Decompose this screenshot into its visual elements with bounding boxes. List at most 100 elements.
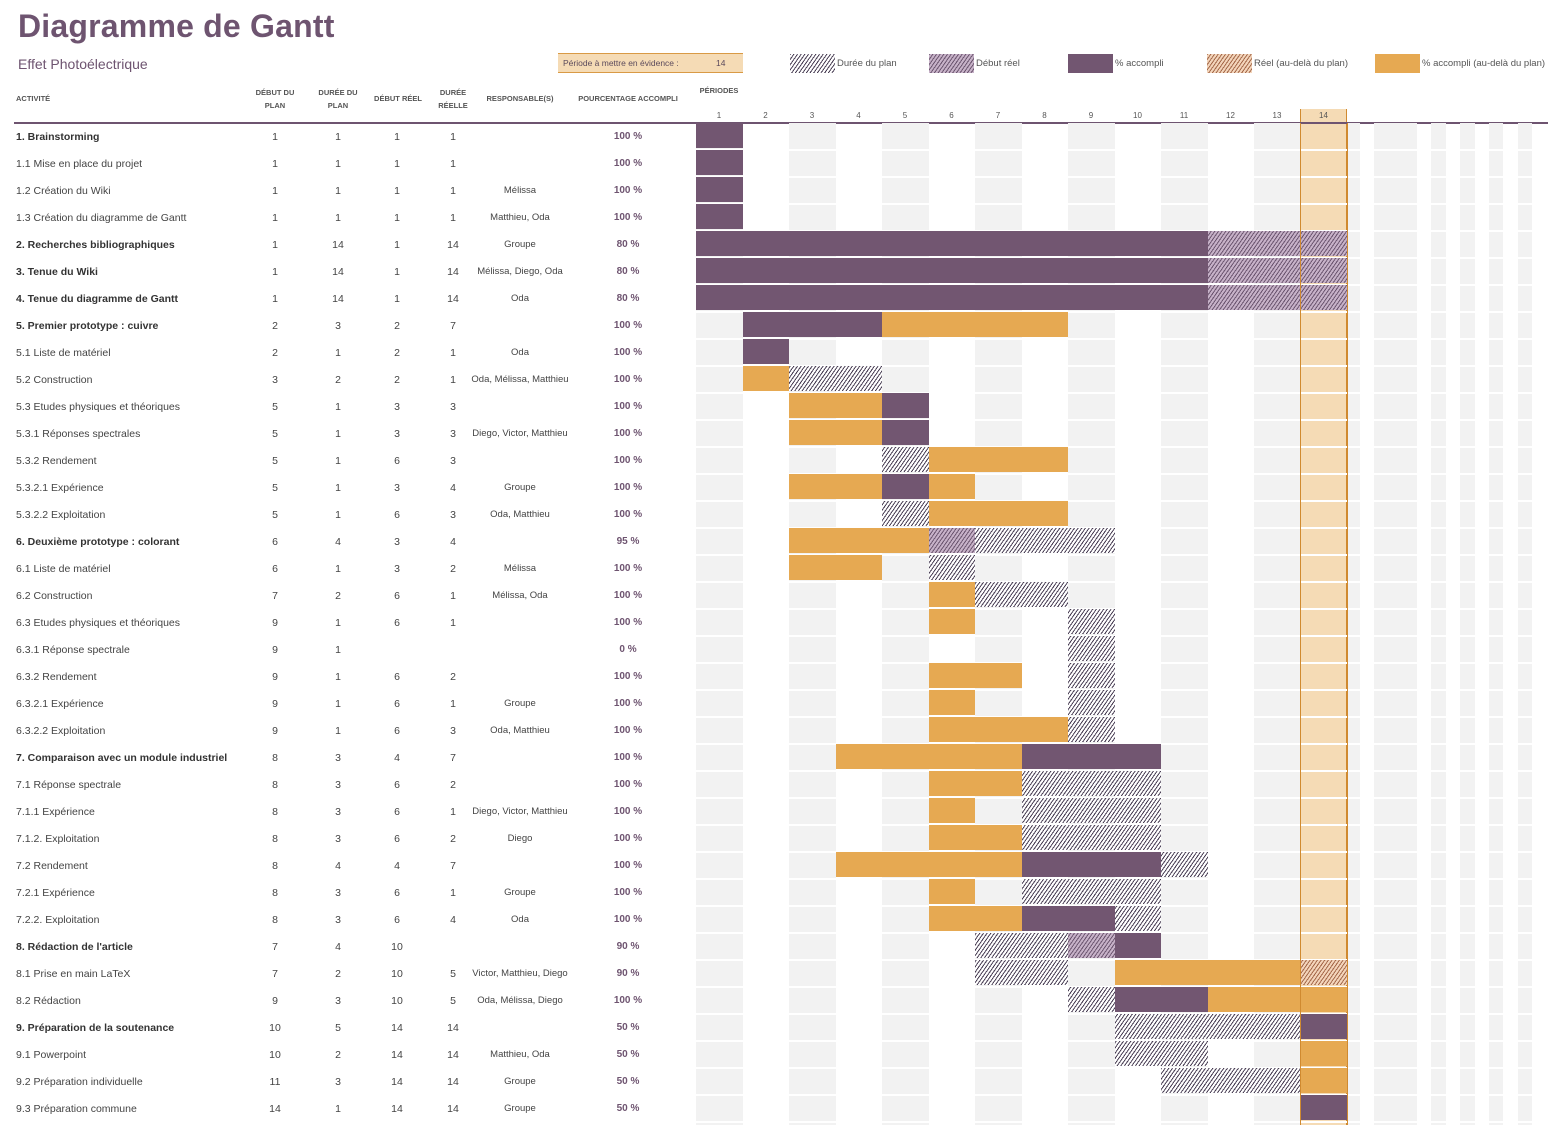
table-row[interactable]: 8.1 Prise en main LaTeX 7 2 10 5 Victor, Matt… — [0, 960, 690, 987]
table-row[interactable]: 8. Rédaction de l'article 7 4 10 90 % — [0, 933, 690, 960]
table-row[interactable]: 1.1 Mise en place du projet 1 1 1 1 100 % — [0, 150, 690, 177]
real-start: 1 — [394, 238, 400, 251]
plan-start: 10 — [269, 1048, 281, 1061]
table-row[interactable]: 1.2 Création du Wiki 1 1 1 1 Mélissa 100 % — [0, 177, 690, 204]
table-row[interactable]: 6.1 Liste de matériel 6 1 3 2 Mélissa 100 % — [0, 555, 690, 582]
row-separator — [696, 1121, 1548, 1123]
table-row[interactable]: 6.3 Etudes physiques et théoriques 9 1 6 1 10… — [0, 609, 690, 636]
gantt-bar-beyond — [789, 420, 882, 445]
plan-start: 2 — [272, 346, 278, 359]
gantt-bar-plan — [975, 528, 1115, 553]
plan-start: 5 — [272, 400, 278, 413]
responsible: Diego, Victor, Matthieu — [472, 427, 568, 439]
table-row[interactable]: 8.2 Rédaction 9 3 10 5 Oda, Mélissa, Diego 100… — [0, 987, 690, 1014]
gantt-bar-plan — [1068, 636, 1115, 661]
table-row[interactable]: 7.1 Réponse spectrale 8 3 6 2 100 % — [0, 771, 690, 798]
table-row[interactable]: 5. Premier prototype : cuivre 2 3 2 7 100 % — [0, 312, 690, 339]
table-row[interactable]: 5.3.2 Rendement 5 1 6 3 100 % — [0, 447, 690, 474]
plan-duration: 3 — [335, 994, 341, 1007]
plan-duration: 1 — [335, 508, 341, 521]
percent-complete: 100 % — [613, 779, 643, 790]
activity-name: 9.1 Powerpoint — [16, 1048, 87, 1061]
real-duration: 3 — [450, 508, 456, 521]
table-row[interactable]: 9.2 Préparation individuelle 11 3 14 14 Group… — [0, 1068, 690, 1095]
table-row[interactable]: 7.2 Rendement 8 4 4 7 100 % — [0, 852, 690, 879]
table-row[interactable]: 6.3.2.1 Expérience 9 1 6 1 Groupe 100 % — [0, 690, 690, 717]
table-row[interactable]: 7.1.2. Exploitation 8 3 6 2 Diego 100 % — [0, 825, 690, 852]
percent-complete: 100 % — [613, 428, 643, 439]
plan-start: 8 — [272, 913, 278, 926]
real-start: 1 — [394, 292, 400, 305]
table-row[interactable]: 6. Deuxième prototype : colorant 6 4 3 4 95 % — [0, 528, 690, 555]
period-label: 6 — [949, 111, 954, 120]
table-row[interactable]: 9.1 Powerpoint 10 2 14 14 Matthieu, Oda 50 % — [0, 1041, 690, 1068]
real-start: 1 — [394, 157, 400, 170]
plan-duration: 1 — [335, 481, 341, 494]
activity-name: 6.2 Construction — [16, 589, 93, 602]
responsible: Oda, Matthieu — [490, 508, 550, 520]
percent-complete: 100 % — [613, 563, 643, 574]
activity-name: 9.2 Préparation individuelle — [16, 1075, 143, 1088]
table-row[interactable]: 2. Recherches bibliographiques 1 14 1 14 Grou… — [0, 231, 690, 258]
table-row[interactable]: 9.3 Préparation commune 14 1 14 14 Groupe 50 % — [0, 1095, 690, 1122]
table-row[interactable]: 7. Comparaison avec un module industriel… — [0, 744, 690, 771]
gantt-bar-plan — [1161, 852, 1208, 877]
gantt-bar-plan — [1161, 1068, 1301, 1093]
plan-duration: 3 — [335, 319, 341, 332]
gantt-bar-beyond — [928, 447, 1068, 472]
gantt-bar-beyond — [789, 528, 929, 553]
table-row[interactable]: 6.3.1 Réponse spectrale 9 1 0 % — [0, 636, 690, 663]
table-row[interactable]: 6.3.2 Rendement 9 1 6 2 100 % — [0, 663, 690, 690]
responsible: Groupe — [504, 1102, 536, 1114]
row-separator — [696, 473, 1548, 475]
table-row[interactable]: 5.3 Etudes physiques et théoriques 5 1 3 3 10… — [0, 393, 690, 420]
plan-duration: 1 — [335, 130, 341, 143]
table-row[interactable]: 5.3.2.1 Expérience 5 1 3 4 Groupe 100 % — [0, 474, 690, 501]
col-header-activity: ACTIVITÉ — [16, 94, 51, 103]
responsible — [470, 852, 570, 879]
percent-complete: 90 % — [616, 941, 640, 952]
col-header-responsible: RESPONSABLE(S) — [486, 94, 554, 103]
table-row[interactable]: 6.2 Construction 7 2 6 1 Mélissa, Oda 100 % — [0, 582, 690, 609]
percent-complete: 100 % — [613, 185, 643, 196]
plan-duration: 1 — [335, 724, 341, 737]
gantt-bar-plan — [1021, 825, 1161, 850]
table-row[interactable]: 7.1.1 Expérience 8 3 6 1 Diego, Victor, Matth… — [0, 798, 690, 825]
gantt-bar-beyond — [1300, 1068, 1347, 1093]
table-row[interactable]: 7.2.1 Expérience 8 3 6 1 Groupe 100 % — [0, 879, 690, 906]
plan-duration: 14 — [332, 238, 344, 251]
gantt-bar-acc — [696, 150, 743, 175]
table-row[interactable]: 1. Brainstorming 1 1 1 1 100 % — [0, 123, 690, 150]
plan-start: 8 — [272, 886, 278, 899]
activity-name: 3. Tenue du Wiki — [16, 265, 98, 278]
table-row[interactable]: 1.3 Création du diagramme de Gantt 1 1 1 1 Ma… — [0, 204, 690, 231]
table-row[interactable]: 3. Tenue du Wiki 1 14 1 14 Mélissa, Diego, Od… — [0, 258, 690, 285]
percent-complete: 50 % — [616, 1076, 640, 1087]
highlight-period-value[interactable]: 14 — [716, 58, 726, 68]
gantt-bar-real — [1068, 933, 1115, 958]
table-row[interactable]: 5.3.2.2 Exploitation 5 1 6 3 Oda, Matthieu 100… — [0, 501, 690, 528]
activity-name: 5.1 Liste de matériel — [16, 346, 111, 359]
legend-label: % accompli — [1115, 58, 1164, 69]
table-row[interactable]: 7.2.2. Exploitation 8 3 6 4 Oda 100 % — [0, 906, 690, 933]
table-row[interactable]: 5.1 Liste de matériel 2 1 2 1 Oda 100 % — [0, 339, 690, 366]
table-row[interactable]: 4. Tenue du diagramme de Gantt 1 14 1 14 Oda 8… — [0, 285, 690, 312]
activity-name: 6.1 Liste de matériel — [16, 562, 111, 575]
plan-start: 14 — [269, 1102, 281, 1115]
responsible: Groupe — [504, 697, 536, 709]
plan-duration: 14 — [332, 265, 344, 278]
table-row[interactable]: 5.3.1 Réponses spectrales 5 1 3 3 Diego, Vict… — [0, 420, 690, 447]
activity-name: 8. Rédaction de l'article — [16, 940, 133, 953]
highlight-period-field[interactable]: Période à mettre en évidence : 14 — [558, 53, 743, 73]
gantt-bar-acc — [696, 231, 1208, 256]
real-start: 1 — [394, 184, 400, 197]
gantt-bar-acc — [696, 258, 1208, 283]
plan-start: 10 — [269, 1021, 281, 1034]
activity-name: 6.3.2.2 Exploitation — [16, 724, 106, 737]
table-row[interactable]: 5.2 Construction 3 2 2 1 Oda, Mélissa, Matthi… — [0, 366, 690, 393]
table-row[interactable]: 6.3.2.2 Exploitation 9 1 6 3 Oda, Matthieu 100… — [0, 717, 690, 744]
plan-start: 1 — [272, 130, 278, 143]
table-row[interactable]: 9. Préparation de la soutenance 10 5 14 14 50… — [0, 1014, 690, 1041]
percent-complete: 100 % — [613, 860, 643, 871]
real-duration: 2 — [450, 778, 456, 791]
